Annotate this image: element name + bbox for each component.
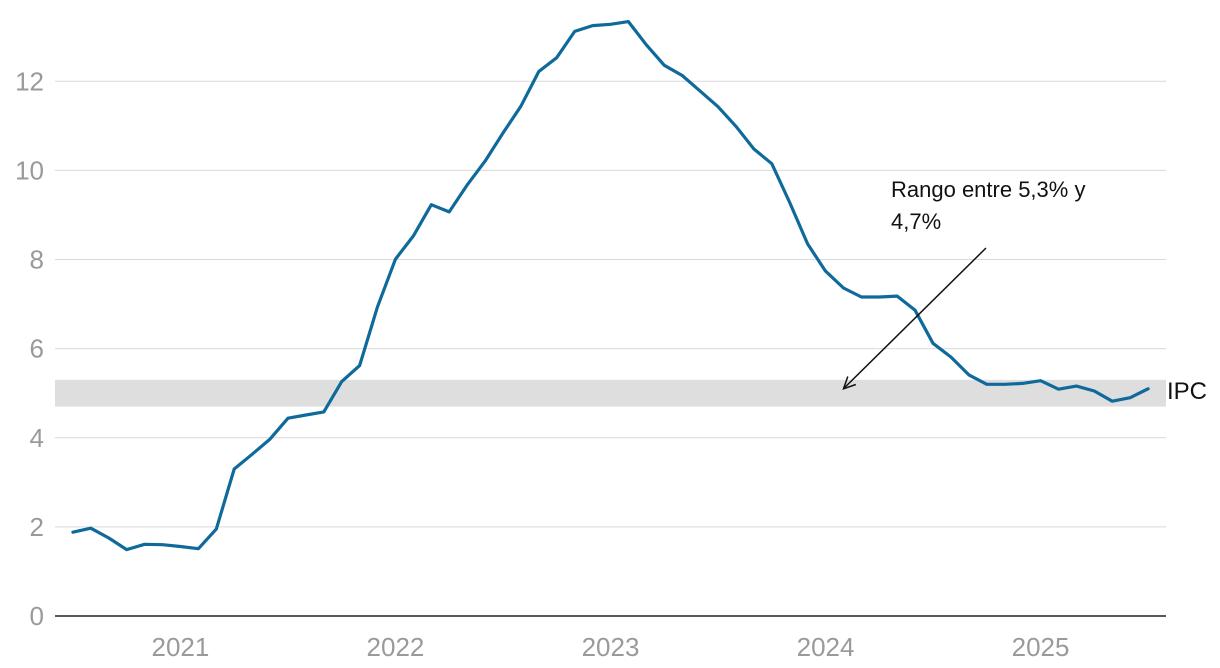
x-tick-labels: 2021 2022 2023 2024 2025 [152,632,1070,662]
annotation-text-line-2: 4,7% [891,209,941,234]
annotation-text-line-1: Rango entre 5,3% y [891,177,1085,202]
annotation-arrow-shaft [842,247,987,390]
y-gridlines [55,80,1166,528]
x-tick-label: 2021 [152,632,210,662]
series-lines [71,20,1150,552]
x-tick-label: 2022 [367,632,425,662]
x-tick-label: 2023 [582,632,640,662]
y-tick-labels: 0 2 4 6 8 10 12 [15,66,44,631]
y-tick-label: 4 [30,423,44,453]
annotation-arrow-head [842,376,857,391]
series-line-ipc [71,20,1150,552]
y-tick-label: 8 [30,245,44,275]
x-tick-label: 2025 [1012,632,1070,662]
y-tick-label: 10 [15,155,44,185]
series-label: IPC [1167,378,1207,405]
x-tick-label: 2024 [797,632,855,662]
annotation-group: Rango entre 5,3% y 4,7% [842,177,1085,391]
series-labels: IPC [1167,378,1207,405]
y-tick-label: 2 [30,512,44,542]
target-range-band [55,379,1166,407]
y-tick-label: 6 [30,334,44,364]
target-range-band-group [55,379,1166,407]
y-tick-label: 12 [15,66,44,96]
y-tick-label: 0 [30,601,44,631]
